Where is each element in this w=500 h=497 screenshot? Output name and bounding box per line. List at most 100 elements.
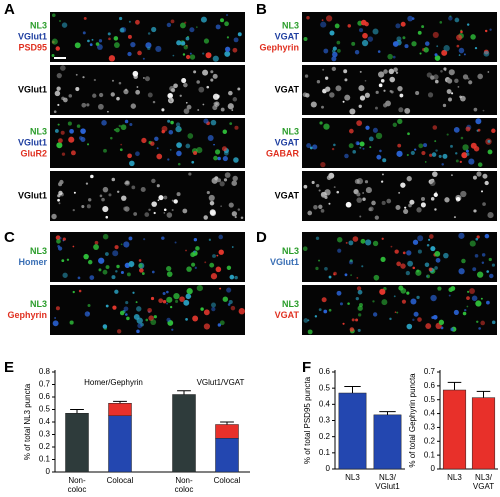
puncta [220,18,224,23]
puncta [104,252,109,256]
puncta [450,327,454,332]
puncta [358,104,362,108]
puncta [116,190,120,194]
puncta [59,237,62,240]
puncta [424,41,430,46]
channel-label: VGAT [275,310,300,320]
puncta [357,328,361,332]
puncta [108,193,112,197]
puncta [72,290,75,294]
puncta [233,37,239,43]
puncta [215,102,218,106]
puncta [173,292,180,300]
puncta [376,154,382,160]
puncta [170,305,173,309]
puncta [364,79,367,82]
puncta [365,187,372,194]
puncta [404,206,407,209]
puncta [223,178,228,182]
puncta [423,143,428,148]
puncta [469,288,475,295]
puncta [151,178,156,184]
puncta [482,109,485,112]
puncta [328,275,332,279]
puncta [180,41,186,46]
puncta [83,16,87,20]
puncta [154,136,159,142]
bar [108,403,132,416]
y-tick-label: 0.4 [39,417,51,426]
puncta [115,270,118,273]
puncta [453,127,460,133]
puncta [234,216,237,219]
puncta [342,100,345,103]
puncta [110,92,115,97]
puncta [323,123,330,130]
puncta [183,299,190,306]
puncta [105,304,109,308]
puncta [67,121,72,126]
puncta [417,249,422,254]
puncta [107,110,109,113]
puncta [388,68,395,75]
puncta [397,85,403,92]
puncta [202,103,205,106]
puncta [356,286,362,291]
puncta [144,76,150,82]
puncta [430,197,435,201]
puncta [429,153,433,157]
puncta [471,295,478,302]
x-tick-label: Non-coloc [68,476,87,494]
puncta [66,258,70,261]
puncta [307,319,310,322]
puncta [329,92,335,98]
puncta [311,180,315,184]
puncta [211,302,216,308]
puncta [192,315,199,322]
puncta [464,308,467,312]
puncta [421,25,425,29]
puncta [75,87,80,92]
puncta [431,316,435,319]
puncta [438,319,445,325]
puncta [114,289,119,294]
puncta [336,190,340,194]
puncta [110,136,113,140]
puncta [222,156,228,162]
puncta [124,119,129,124]
puncta [454,78,459,84]
puncta [369,146,372,149]
puncta [156,147,159,150]
puncta [407,15,413,22]
puncta [380,256,386,262]
puncta [434,208,437,211]
puncta [170,88,176,93]
puncta [356,142,360,145]
puncta [410,298,417,305]
puncta [115,127,120,133]
puncta [368,136,374,142]
puncta [462,74,469,80]
puncta [137,323,143,329]
puncta [381,299,388,306]
puncta [434,266,438,270]
puncta [426,275,429,278]
puncta [129,122,133,127]
puncta [487,212,494,219]
puncta [419,52,422,55]
puncta [425,323,432,330]
puncta [223,150,229,156]
puncta [61,22,68,28]
puncta [324,76,329,80]
puncta [375,132,383,140]
puncta [394,311,397,313]
puncta [54,317,56,319]
puncta [344,153,349,159]
puncta [218,249,224,255]
puncta [133,212,138,216]
puncta [102,324,108,329]
puncta [357,289,363,295]
puncta [82,31,86,35]
puncta [359,215,362,218]
puncta [174,241,177,244]
